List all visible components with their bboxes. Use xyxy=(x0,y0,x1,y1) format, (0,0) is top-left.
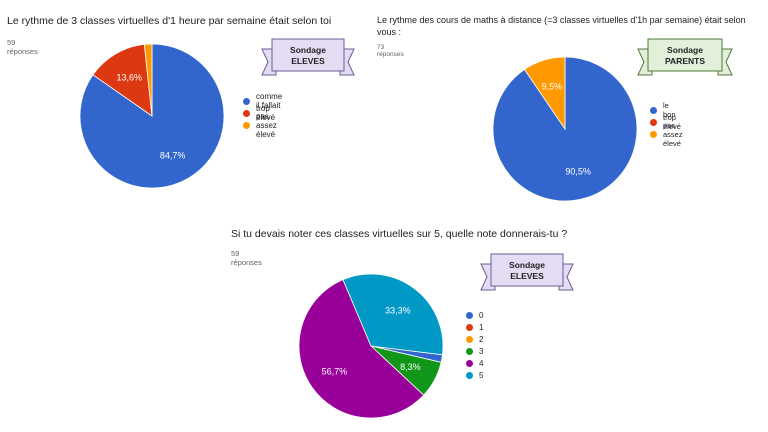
banner-title: Sondage xyxy=(509,260,545,270)
legend-item: pas assez élevé xyxy=(650,121,683,148)
chart-2-value-label: 90,5% xyxy=(565,167,591,177)
legend-label: le bon xyxy=(663,101,676,119)
banner-label: ELEVES xyxy=(291,56,325,66)
banner-label: ELEVES xyxy=(510,271,544,281)
legend-swatch xyxy=(650,118,657,126)
chart-1-legend: comme il fallait trop élevé pas assez él… xyxy=(243,92,283,139)
legend-label: 4 xyxy=(479,358,484,368)
chart-1-value-label: 13,6% xyxy=(117,73,143,83)
legend-item: 1 xyxy=(466,321,483,333)
legend-item: 3 xyxy=(466,345,483,357)
legend-item: 4 xyxy=(466,357,483,369)
banner-ribbon xyxy=(480,253,574,291)
banner-title: Sondage xyxy=(290,45,326,55)
legend-swatch xyxy=(466,359,473,367)
survey-banner-parents: Sondage PARENTS xyxy=(637,37,733,77)
legend-swatch xyxy=(466,311,473,319)
chart-3-value-label: 56,7% xyxy=(322,367,348,377)
chart-2-value-label: 9,5% xyxy=(542,81,563,91)
legend-swatch xyxy=(466,335,473,343)
legend-item: 0 xyxy=(466,309,483,321)
chart-3-slice-4 xyxy=(298,279,425,419)
chart-3-value-label: 33,3% xyxy=(385,305,411,315)
legend-label: 3 xyxy=(479,346,484,356)
chart-1-slice-trop élevé xyxy=(92,43,153,117)
legend-label: 5 xyxy=(479,370,484,380)
legend-item: trop élevé xyxy=(650,113,683,131)
chart-3-value-label: 8,3% xyxy=(400,362,421,372)
chart-1-value-label: 84,7% xyxy=(160,151,186,161)
chart-1-title: Le rythme de 3 classes virtuelles d'1 he… xyxy=(7,15,332,27)
legend-label: 0 xyxy=(479,310,484,320)
legend-label: 1 xyxy=(479,322,484,332)
legend-swatch xyxy=(243,109,250,117)
legend-swatch xyxy=(650,106,657,114)
legend-swatch xyxy=(466,323,473,331)
chart-1-slice-comme il fallait xyxy=(79,43,225,189)
chart-2-slice-pas assez élevé xyxy=(523,56,566,131)
legend-label: pas assez élevé xyxy=(256,111,277,139)
chart-3-legend: 0 1 2 3 4 5 xyxy=(466,309,483,381)
chart-1-response-count: 59 réponses xyxy=(7,38,38,56)
legend-label: pas assez élevé xyxy=(663,120,683,148)
legend-item: pas assez élevé xyxy=(243,112,282,139)
legend-swatch xyxy=(466,371,473,379)
chart-2-response-count: 73 réponses xyxy=(377,44,404,58)
banner-title: Sondage xyxy=(667,45,703,55)
legend-item: trop élevé xyxy=(243,104,282,122)
survey-banner-eleves-1: Sondage ELEVES xyxy=(261,37,355,77)
banner-label: PARENTS xyxy=(665,56,705,66)
legend-item: comme il fallait xyxy=(243,92,283,110)
legend-label: comme il fallait xyxy=(256,92,283,110)
legend-item: 5 xyxy=(466,369,483,381)
chart-3-title: Si tu devais noter ces classes virtuelle… xyxy=(231,228,568,240)
legend-item: 2 xyxy=(466,333,483,345)
legend-swatch xyxy=(466,347,473,355)
chart-2-legend: le bon trop élevé pas assez élevé xyxy=(650,101,683,148)
legend-label: 2 xyxy=(479,334,484,344)
chart-1-slice-pas assez élevé xyxy=(143,43,153,117)
legend-item: le bon xyxy=(650,101,683,119)
legend-swatch xyxy=(243,121,250,129)
legend-label: trop élevé xyxy=(663,113,681,131)
legend-swatch xyxy=(650,130,657,138)
survey-banner-eleves-2: Sondage ELEVES xyxy=(480,252,574,292)
banner-ribbon xyxy=(637,38,733,76)
chart-3-slice-5 xyxy=(342,273,444,356)
chart-3-response-count: 59 réponses xyxy=(231,249,262,267)
banner-ribbon xyxy=(261,38,355,76)
legend-label: trop élevé xyxy=(256,104,276,122)
chart-2-title: Le rythme des cours de maths à distance … xyxy=(377,15,746,37)
legend-swatch xyxy=(243,97,250,105)
